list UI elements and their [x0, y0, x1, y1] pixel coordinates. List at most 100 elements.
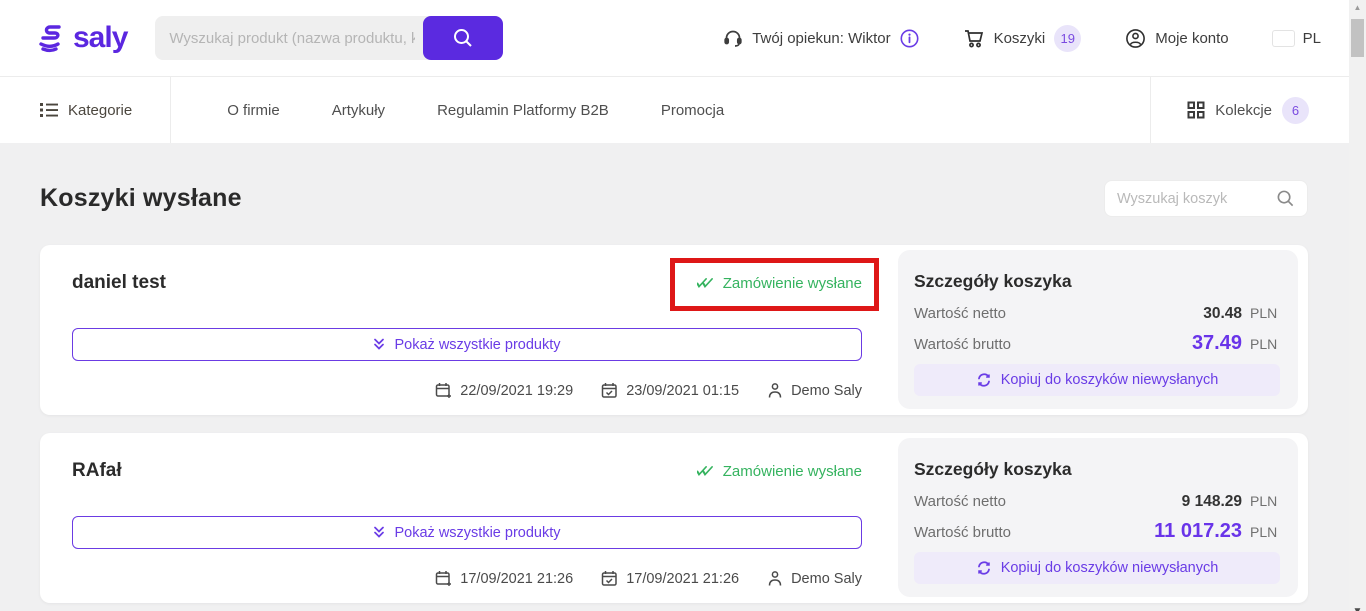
- double-chevron-down-icon: [373, 526, 385, 539]
- net-value: 30.48: [1203, 305, 1242, 322]
- carts-item[interactable]: Koszyki 19: [963, 24, 1082, 52]
- cart-search: [1104, 180, 1308, 217]
- cart-name-row: daniel test Zamówienie wysłane: [72, 257, 879, 311]
- carts-label: Koszyki: [993, 29, 1046, 47]
- cart-card: daniel test Zamówienie wysłane: [40, 245, 1308, 415]
- saly-cart-icon: [35, 23, 67, 53]
- status-annotation-wrap: Zamówienie wysłane: [669, 257, 879, 311]
- nav-link-promocja[interactable]: Promocja: [660, 101, 725, 119]
- gross-label: Wartość brutto: [914, 524, 1011, 541]
- order-sent-status: Zamówienie wysłane: [696, 274, 862, 292]
- cart-name: RAfał: [72, 460, 122, 482]
- sent-date-label: 23/09/2021 01:15: [626, 382, 740, 399]
- net-label: Wartość netto: [914, 305, 1006, 322]
- product-search-button[interactable]: [423, 16, 504, 60]
- header-right: Twój opiekun: Wiktor Koszyki: [723, 24, 1349, 52]
- cart-name: daniel test: [72, 272, 166, 294]
- categories-label: Kategorie: [68, 101, 133, 119]
- double-check-icon: [696, 277, 715, 289]
- main-content: Koszyki wysłane daniel test: [0, 143, 1349, 611]
- categories-menu[interactable]: Kategorie: [0, 77, 172, 143]
- status-label: Zamówienie wysłane: [722, 462, 862, 480]
- cart-meta-row: 17/09/2021 21:26 17/09/2021 21:26: [72, 570, 862, 587]
- caretaker-item[interactable]: Twój opiekun: Wiktor: [723, 28, 919, 48]
- copy-to-unsent-button[interactable]: Kopiuj do koszyków niewysłanych: [914, 552, 1280, 584]
- headset-icon: [723, 28, 743, 48]
- product-search: [155, 16, 504, 60]
- gross-currency: PLN: [1250, 336, 1278, 352]
- cart-details-panel: Szczegóły koszyka Wartość netto 9 148.29…: [898, 438, 1298, 597]
- sent-date: 23/09/2021 01:15: [601, 382, 739, 399]
- saly-logo-text: saly: [73, 21, 128, 54]
- double-chevron-down-icon: [373, 338, 385, 351]
- show-all-products-button[interactable]: Pokaż wszystkie produkty: [72, 516, 862, 549]
- list-icon: [40, 102, 58, 118]
- product-search-input[interactable]: [155, 16, 430, 60]
- show-all-products-button[interactable]: Pokaż wszystkie produkty: [72, 328, 862, 361]
- sent-date: 17/09/2021 21:26: [601, 570, 739, 587]
- net-value-row: Wartość netto 30.48 PLN: [914, 305, 1280, 323]
- scrollbar-up-arrow[interactable]: ▲: [1353, 3, 1362, 12]
- caretaker-label: Twój opiekun: Wiktor: [752, 29, 891, 47]
- calendar-check-icon: [601, 382, 618, 399]
- show-all-products-label: Pokaż wszystkie produkty: [394, 336, 561, 353]
- cart-user-label: Demo Saly: [791, 382, 862, 399]
- search-icon: [452, 27, 474, 49]
- calendar-check-icon: [601, 570, 618, 587]
- main-nav: Kategorie O firmie Artykuły Regulamin Pl…: [0, 77, 1349, 143]
- refresh-arrows-icon: [976, 372, 992, 388]
- order-sent-status: Zamówienie wysłane: [696, 462, 862, 480]
- top-header: saly: [0, 0, 1349, 77]
- scrollbar-thumb[interactable]: [1351, 19, 1364, 57]
- cart-card-left: RAfał Zamówienie wysłane: [40, 433, 898, 603]
- carts-count-badge: 19: [1054, 24, 1082, 52]
- created-date-label: 17/09/2021 21:26: [460, 570, 574, 587]
- nav-links: O firmie Artykuły Regulamin Platformy B2…: [171, 102, 1150, 119]
- page-title: Koszyki wysłane: [40, 184, 242, 212]
- person-icon: [767, 570, 783, 587]
- cart-user: Demo Saly: [767, 570, 862, 587]
- saly-logo[interactable]: saly: [35, 21, 128, 55]
- cart-user-label: Demo Saly: [791, 570, 862, 587]
- gross-value-row: Wartość brutto 37.49 PLN: [914, 332, 1280, 355]
- gross-label: Wartość brutto: [914, 336, 1011, 353]
- created-date: 17/09/2021 21:26: [435, 570, 573, 587]
- net-currency: PLN: [1250, 493, 1278, 509]
- nav-link-regulamin[interactable]: Regulamin Platformy B2B: [437, 101, 609, 119]
- info-icon[interactable]: [900, 29, 919, 48]
- cart-name-row: RAfał Zamówienie wysłane: [72, 457, 862, 485]
- account-icon: [1125, 28, 1146, 49]
- refresh-arrows-icon: [976, 560, 992, 576]
- gross-value: 37.49: [1191, 332, 1242, 354]
- cart-icon: [963, 28, 985, 49]
- search-icon[interactable]: [1276, 189, 1295, 208]
- calendar-plus-icon: [435, 570, 452, 587]
- copy-to-unsent-label: Kopiuj do koszyków niewysłanych: [1000, 560, 1219, 576]
- net-currency: PLN: [1250, 305, 1278, 321]
- nav-link-o-firmie[interactable]: O firmie: [227, 101, 280, 119]
- language-label: PL: [1302, 29, 1321, 47]
- person-icon: [767, 382, 783, 399]
- show-all-products-label: Pokaż wszystkie produkty: [394, 524, 561, 541]
- status-label: Zamówienie wysłane: [722, 274, 862, 292]
- created-date: 22/09/2021 19:29: [435, 382, 573, 399]
- details-title: Szczegóły koszyka: [914, 459, 1072, 479]
- created-date-label: 22/09/2021 19:29: [460, 382, 574, 399]
- nav-link-artykuly[interactable]: Artykuły: [331, 101, 386, 119]
- cart-card-left: daniel test Zamówienie wysłane: [40, 245, 898, 415]
- vertical-scrollbar[interactable]: ▲ ▼: [1349, 0, 1366, 611]
- gross-value-row: Wartość brutto 11 017.23 PLN: [914, 520, 1280, 543]
- collections-item[interactable]: Kolekcje 6: [1150, 77, 1349, 143]
- cart-search-input[interactable]: [1117, 190, 1276, 207]
- grid-icon: [1187, 101, 1205, 119]
- language-item[interactable]: PL: [1273, 30, 1321, 47]
- page-head: Koszyki wysłane: [40, 143, 1308, 217]
- gross-currency: PLN: [1250, 524, 1278, 540]
- account-label: Moje konto: [1155, 29, 1229, 47]
- account-item[interactable]: Moje konto: [1125, 28, 1229, 49]
- net-label: Wartość netto: [914, 493, 1006, 510]
- scrollbar-down-arrow[interactable]: ▼: [1349, 606, 1366, 611]
- net-value: 9 148.29: [1181, 493, 1242, 510]
- copy-to-unsent-button[interactable]: Kopiuj do koszyków niewysłanych: [914, 364, 1280, 396]
